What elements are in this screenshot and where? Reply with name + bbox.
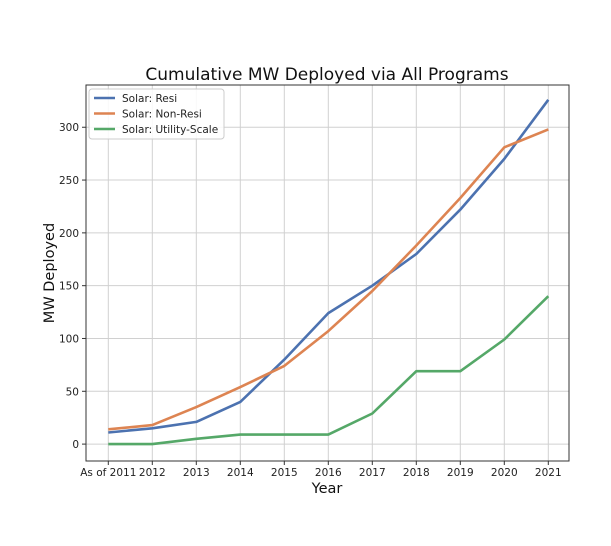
legend: Solar: Resi Solar: Non-Resi Solar: Utility…: [88, 88, 225, 140]
x-tick-label: 2018: [403, 467, 430, 479]
series-line-solar-non-resi: [108, 128, 549, 431]
y-tick-label: 250: [59, 175, 79, 187]
legend-label: Solar: Non-Resi: [122, 109, 202, 121]
legend-label: Solar: Utility-Scale: [122, 124, 218, 136]
plot-frame: [85, 84, 570, 462]
y-axis: 0 50 100 150 200 250 300: [59, 122, 86, 451]
x-tick-label: As of 2011: [80, 467, 136, 479]
x-tick-label: 2013: [183, 467, 210, 479]
x-tick-label: 2019: [447, 467, 474, 479]
y-tick-label: 50: [66, 386, 79, 398]
chart-title: Cumulative MW Deployed via All Programs: [145, 65, 508, 85]
x-axis: As of 2011 2012 2013 2014 2015 2016 2017 2018 20…: [80, 461, 562, 479]
x-tick-label: 2012: [139, 467, 166, 479]
x-tick-label: 2020: [491, 467, 518, 479]
x-tick-label: 2015: [271, 467, 298, 479]
y-tick-label: 300: [59, 122, 79, 134]
series-line-solar-resi: [108, 99, 550, 434]
y-tick-label: 200: [59, 228, 79, 240]
x-axis-label: Year: [311, 481, 343, 497]
x-tick-label: 2017: [359, 467, 386, 479]
legend-label: Solar: Resi: [122, 93, 177, 105]
y-axis-label: MW Deployed: [42, 223, 58, 323]
y-tick-label: 0: [72, 439, 79, 451]
x-tick-label: 2014: [227, 467, 254, 479]
x-tick-label: 2016: [315, 467, 342, 479]
y-tick-label: 150: [59, 281, 79, 293]
grid: [86, 85, 569, 461]
y-tick-label: 100: [59, 333, 79, 345]
x-tick-label: 2021: [535, 467, 562, 479]
series-layer: [108, 99, 550, 446]
legend-box: [88, 88, 225, 140]
